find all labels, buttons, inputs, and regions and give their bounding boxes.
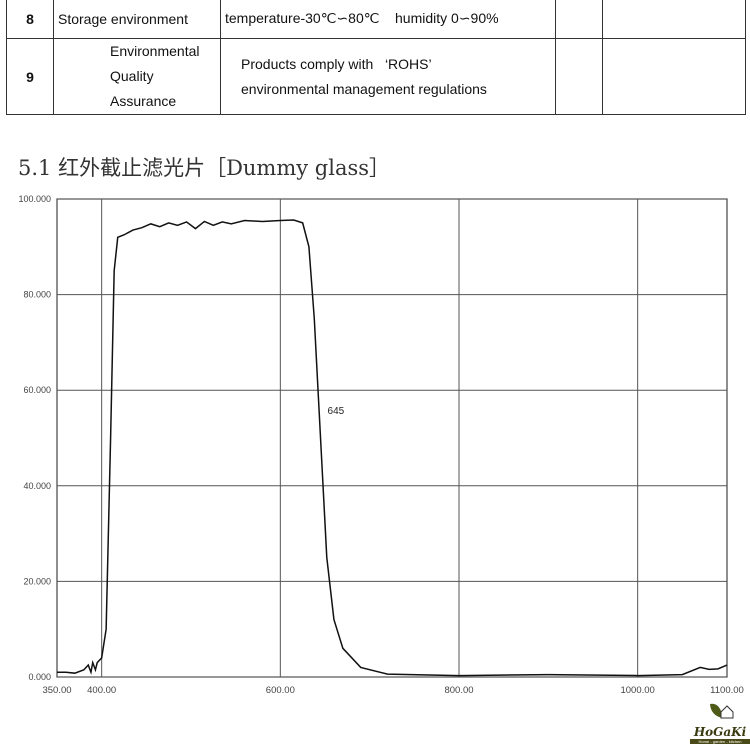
empty-cell	[555, 38, 603, 115]
spec-line: environmental management regulations	[241, 80, 487, 97]
cutoff-annotation: 645	[328, 406, 345, 417]
table-row: 9 Environmental Quality Assurance Product…	[6, 38, 746, 115]
empty-cell	[602, 38, 746, 115]
y-tick-label: 100.000	[18, 194, 51, 204]
row-number: 8	[6, 0, 54, 39]
x-tick-label: 1100.00	[710, 685, 744, 696]
plot-area	[56, 198, 728, 678]
empty-cell	[555, 0, 603, 39]
row-item: Storage environment	[53, 0, 221, 39]
spec-table: 8 Storage environment temperature-30℃∽80…	[6, 0, 746, 115]
spec-line: Products comply with ‘ROHS’	[241, 55, 432, 72]
y-tick-label: 80.000	[23, 290, 51, 300]
row-spec: temperature-30℃∽80℃ humidity 0∽90%	[220, 0, 556, 39]
row-spec: Products comply with ‘ROHS’ environmental…	[220, 38, 556, 115]
y-tick-label: 60.000	[23, 385, 51, 395]
table-row: 8 Storage environment temperature-30℃∽80…	[6, 0, 746, 39]
logo-text: HoGaKi	[693, 725, 747, 739]
row-item: Environmental Quality Assurance	[53, 38, 221, 115]
leaf-house-icon	[710, 703, 734, 719]
x-tick-label: 800.00	[444, 685, 473, 696]
transmittance-line	[57, 219, 728, 677]
y-tick-label: 0.000	[28, 672, 51, 682]
item-line: Environmental	[110, 43, 200, 59]
logo-tagline: Home - garden - kitchen	[690, 739, 750, 744]
x-tick-label: 350.00	[42, 685, 71, 696]
y-tick-label: 40.000	[23, 481, 51, 491]
x-tick-label: 600.00	[266, 685, 295, 696]
x-tick-label: 400.00	[87, 685, 116, 696]
empty-cell	[602, 0, 746, 39]
item-line: Quality Assurance	[110, 68, 177, 109]
logo: HoGaKi Home - garden - kitchen	[690, 700, 750, 744]
row-number: 9	[6, 38, 54, 115]
section-heading: 5.1 红外截止滤光片［Dummy glass］	[18, 156, 391, 180]
x-tick-label: 1000.00	[620, 685, 654, 696]
y-tick-label: 20.000	[23, 576, 51, 586]
